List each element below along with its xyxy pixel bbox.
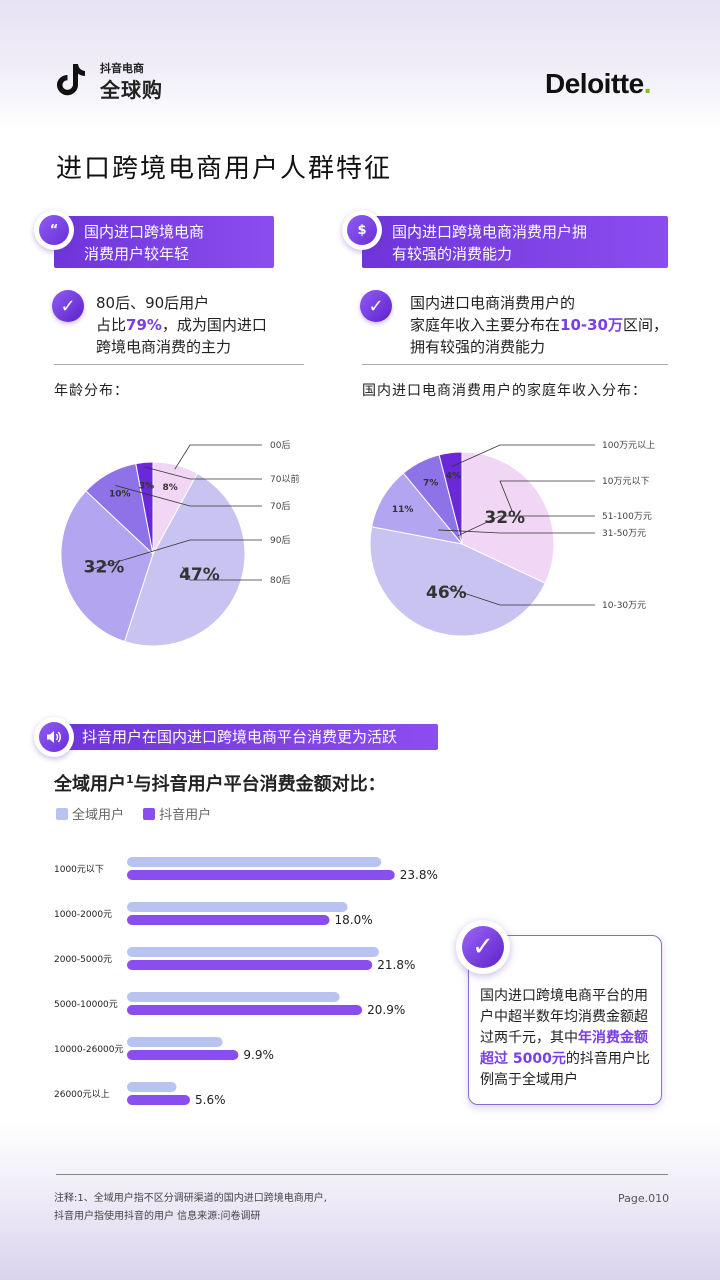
slice-label: 47%: [179, 565, 220, 585]
bottom-banner: 抖音用户在国内进口跨境电商平台消费更为活跃: [54, 724, 438, 750]
bar-value-label: 20.9%: [367, 1003, 405, 1017]
bar-legend: 全域用户 抖音用户: [56, 803, 225, 823]
bar-douyin-users: [127, 1005, 363, 1015]
age-chart-title: 年龄分布：: [54, 383, 129, 399]
legend-leader-line: [174, 444, 262, 470]
douyin-logo-icon: [57, 64, 85, 96]
pie-slice: [461, 451, 555, 584]
legend-label: 51-100万元: [602, 512, 652, 522]
pie-slice: [60, 490, 154, 643]
pie-slice: [135, 461, 154, 555]
speaker-icon: [34, 717, 74, 757]
legend-label: 31-50万元: [602, 529, 646, 539]
legend-label: 90后: [270, 535, 290, 546]
quote-icon: “: [34, 210, 74, 250]
bar-category-label: 10000-26000元: [54, 1045, 124, 1055]
legend-leader-line: [86, 539, 262, 572]
money-bag-icon: $: [342, 210, 382, 250]
pie-slice: [438, 451, 463, 545]
legend-label: 70以前: [270, 473, 299, 485]
legend-label: 10-30万元: [602, 601, 646, 611]
left-highlight-text: 80后、90后用户 占比79%，成为国内进口 跨境电商消费的主力: [96, 294, 267, 356]
bar-category-label: 2000-5000元: [54, 955, 112, 965]
bar-all-users: [127, 992, 340, 1002]
bar-chart-title: 全域用户1与抖音用户平台消费金额对比：: [54, 773, 386, 795]
legend-swatch-all: [56, 807, 68, 820]
slice-label: 11%: [392, 505, 414, 515]
footer-divider: [56, 1174, 668, 1175]
slice-label: 8%: [163, 483, 178, 493]
slice-label: 46%: [426, 583, 467, 603]
callout-text: 国内进口跨境电商平台的用户中超半数年均消费金额超过两千元，其中年消费金额超过 5…: [480, 988, 650, 1088]
legend-leader-line: [115, 485, 262, 507]
bar-douyin-users: [127, 960, 373, 970]
bar-value-label: 21.8%: [377, 958, 415, 972]
legend-label: 10万元以下: [602, 477, 649, 487]
page-title: 进口跨境电商用户人群特征: [56, 154, 393, 184]
bar-all-users: [127, 902, 348, 912]
bar-all-users: [127, 947, 379, 957]
bar-all-users: [127, 857, 382, 867]
legend-leader-line: [447, 587, 595, 606]
left-banner-line2: 消费用户较年轻: [84, 245, 190, 263]
left-banner-line1: 国内进口跨境电商: [84, 223, 205, 241]
slice-label: 3%: [139, 481, 154, 491]
right-banner-line2: 有较强的消费能力: [392, 245, 513, 263]
bar-douyin-users: [127, 1050, 239, 1060]
left-divider: [54, 364, 304, 365]
footnote: 注释:1、全域用户指不区分调研渠道的国内进口跨境电商用户, 抖音用户指使用抖音的…: [54, 1193, 327, 1222]
footer-background: [0, 1120, 720, 1280]
bar-douyin-users: [127, 1095, 190, 1105]
brand-large-text: 全球购: [100, 78, 163, 102]
slice-label: 7%: [423, 479, 438, 489]
legend-label-all: 全域用户: [72, 808, 125, 823]
deloitte-logo: Deloitte.: [545, 68, 651, 99]
legend-leader-line: [182, 566, 262, 581]
legend-leader-line: [438, 529, 595, 534]
bar-value-label: 5.6%: [195, 1093, 226, 1107]
bar-douyin-users: [127, 915, 330, 925]
bar-category-label: 1000元以下: [54, 865, 104, 875]
spending-bar-chart: 1000元以下 23.8% 1000-2000元 18.0% 2000-5000元 21.…: [54, 857, 438, 1107]
bar-value-label: 18.0%: [335, 913, 373, 927]
right-highlight-text: 国内进口电商消费用户的 家庭年收入主要分布在10-30万区间， 拥有较强的消费能…: [410, 294, 669, 356]
check-icon: ✓: [360, 290, 392, 322]
bar-value-label: 9.9%: [243, 1048, 274, 1062]
right-divider: [362, 364, 668, 365]
bar-category-label: 5000-10000元: [54, 1000, 118, 1010]
bar-douyin-users: [127, 870, 395, 880]
slice-label: 10%: [109, 490, 131, 500]
legend-swatch-douyin: [143, 807, 156, 820]
header-background: [0, 0, 720, 130]
callout-check-icon: ✓: [456, 920, 510, 974]
legend-leader-line: [499, 480, 595, 513]
income-pie-chart: 32% 46% 11% 7% 4% 100万元以上 10万元以下 51-100万元 31-50万…: [369, 440, 655, 637]
bar-all-users: [127, 1082, 177, 1092]
legend-label: 00后: [270, 440, 290, 451]
slice-label: 4%: [446, 472, 461, 482]
legend-leader-line: [457, 515, 595, 537]
legend-label: 70后: [270, 501, 290, 512]
left-banner: 国内进口跨境电商 消费用户较年轻: [54, 216, 274, 268]
brand-small-text: 抖音电商: [100, 62, 144, 75]
age-pie-chart: 8% 47% 32% 10% 3% 00后 70以前 70后 90后 80后: [60, 440, 299, 647]
legend-label: 80后: [270, 575, 290, 586]
page-number: Page.010: [618, 1192, 670, 1205]
bar-category-label: 1000-2000元: [54, 910, 112, 920]
slice-label: 32%: [84, 558, 125, 578]
pie-slice: [123, 472, 246, 647]
pie-slice: [369, 526, 546, 637]
bar-value-label: 23.8%: [400, 868, 438, 882]
legend-label-douyin: 抖音用户: [159, 808, 212, 823]
legend-leader-line: [452, 444, 595, 467]
slice-label: 32%: [484, 508, 525, 528]
bar-all-users: [127, 1037, 223, 1047]
legend-leader-line: [144, 466, 262, 480]
legend-label: 100万元以上: [602, 440, 655, 451]
income-chart-title: 国内进口电商消费用户的家庭年收入分布：: [362, 383, 647, 399]
right-banner: 国内进口跨境电商消费用户拥 有较强的消费能力: [362, 216, 668, 268]
right-banner-line1: 国内进口跨境电商消费用户拥: [392, 223, 588, 241]
bar-category-label: 26000元以上: [54, 1089, 110, 1100]
check-icon: ✓: [52, 290, 84, 322]
